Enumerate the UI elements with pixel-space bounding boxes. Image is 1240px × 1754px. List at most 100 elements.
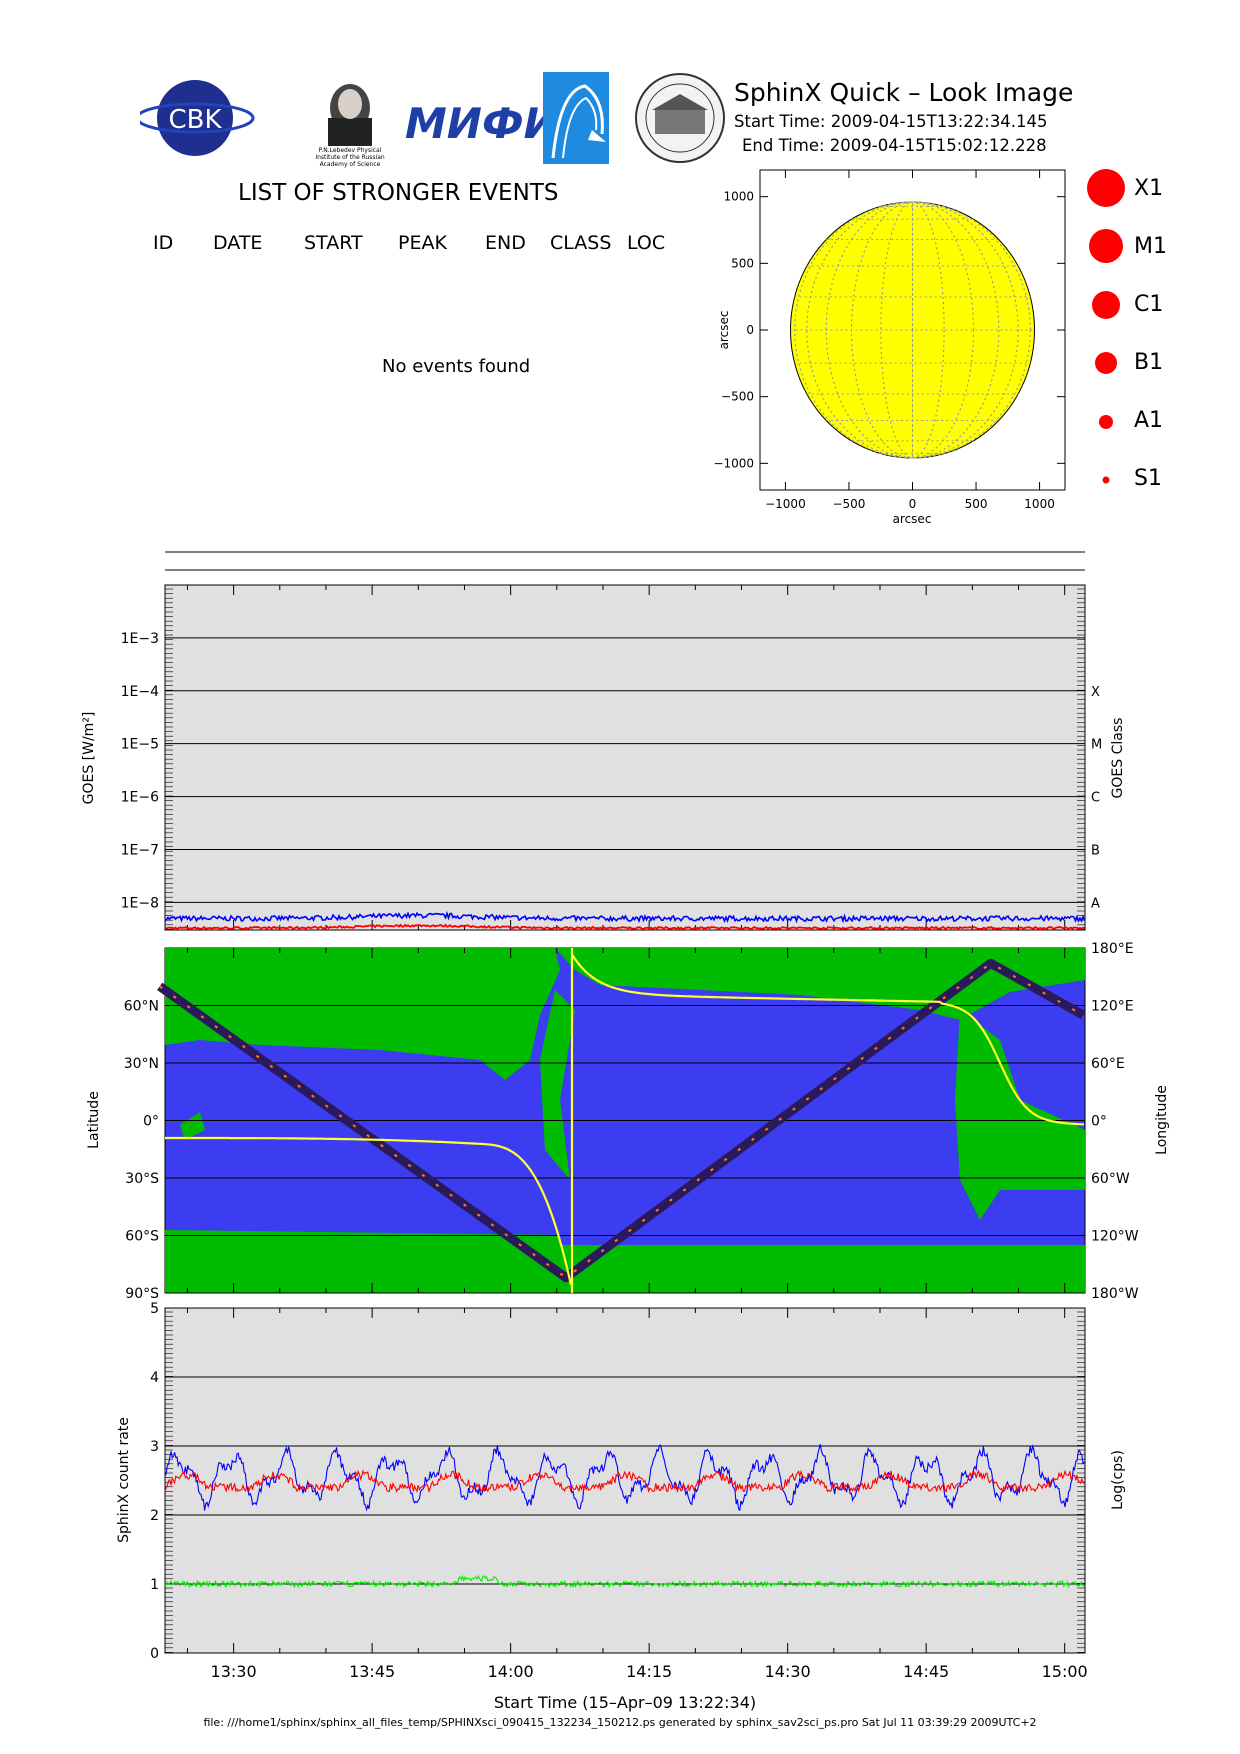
time-tick-label: 13:30 (211, 1662, 257, 1681)
goes-ytick-label: 1E−5 (121, 737, 159, 753)
longitude-line (165, 1136, 573, 1286)
header-logos: CBK P.N.Lebedev Physical Institute of th… (140, 72, 725, 168)
chart-title: SphinX Quick – Look Image (734, 78, 1074, 107)
longitude-tick-label: 0° (1091, 1114, 1107, 1130)
time-tick-label: 15:00 (1042, 1662, 1088, 1681)
land-shape (165, 948, 560, 1080)
latitude-tick-label: 0° (143, 1114, 159, 1130)
latitude-tick-label: 30°S (125, 1171, 159, 1187)
sun-meridian (825, 201, 1000, 459)
legend-label-s1: S1 (1134, 466, 1162, 491)
goes-class-tick: C (1091, 791, 1100, 806)
sun-ylabel: arcsec (717, 311, 731, 350)
goes-ytick-label: 1E−7 (121, 842, 159, 858)
sun-xtick-label: 0 (909, 497, 917, 511)
sphinx-ytick-label: 3 (150, 1439, 159, 1455)
goes-class-tick: M (1091, 738, 1102, 753)
goes-ytick-label: 1E−4 (121, 684, 159, 700)
sun-meridian (850, 201, 975, 459)
sphinx-ytick-label: 4 (150, 1370, 159, 1386)
orbit-panel: 60°N 30°N 0° 30°S 60°S 90°S 180°E 120°E 60°E 0° 60… (86, 941, 1170, 1302)
sphinx-ytick-label: 1 (150, 1577, 159, 1593)
latitude-tick-label: 60°S (125, 1229, 159, 1245)
svg-text:Academy of Science: Academy of Science (320, 161, 381, 168)
goes-class-tick: B (1091, 843, 1100, 858)
sun-xlabel: arcsec (893, 512, 932, 526)
sphinx-panel: 5 4 3 2 1 0 13:30 13:45 14:00 14:15 14:30 14:45 15:0… (116, 1301, 1126, 1712)
no-events-message: No events found (382, 356, 531, 377)
legend-label-a1: A1 (1134, 408, 1164, 433)
sun-ytick-label: 1000 (723, 190, 754, 204)
time-tick-label: 13:45 (349, 1662, 395, 1681)
legend-markers (1087, 169, 1125, 484)
end-time: End Time: 2009-04-15T15:02:12.228 (742, 136, 1047, 155)
land-shape (165, 1245, 1085, 1293)
goes-high-series (164, 911, 1086, 924)
goes-class-tick: X (1091, 685, 1100, 700)
lebedev-institute-logo: P.N.Lebedev Physical Institute of the Ru… (315, 84, 385, 168)
land-shape (540, 990, 575, 1180)
legend-label-m1: M1 (1134, 234, 1167, 259)
sun-ytick-label: 500 (731, 256, 754, 270)
sun-xtick-label: 500 (965, 497, 988, 511)
sun-xtick-label: −500 (832, 497, 865, 511)
legend-marker-s1 (1102, 476, 1110, 484)
sphinx-ytick-label: 5 (150, 1301, 159, 1317)
blue-arc-logo (543, 72, 609, 164)
sun-ytick-label: −1000 (713, 456, 754, 470)
longitude-line (571, 953, 1085, 1126)
latitude-tick-label: 90°S (125, 1286, 159, 1302)
sphinx-blue-series (164, 1444, 1085, 1512)
column-end: END (485, 232, 526, 254)
sun-meridian (794, 201, 1031, 459)
land-shape (555, 948, 1085, 1020)
goes-class-label: GOES Class (1110, 718, 1126, 799)
sun-xtick-label: −1000 (765, 497, 806, 511)
legend-label-x1: X1 (1134, 176, 1164, 201)
goes-low-series (164, 923, 1085, 931)
sphinx-xlabel: Start Time (15–Apr–09 13:22:34) (494, 1693, 756, 1712)
events-title: LIST OF STRONGER EVENTS (238, 180, 559, 206)
sphinx-right-label: Log(cps) (1110, 1450, 1126, 1510)
goes-class-tick: A (1091, 896, 1100, 911)
mifi-logo-text: MИФИ (405, 99, 559, 148)
longitude-tick-label: 180°E (1091, 941, 1134, 957)
latitude-tick-label: 30°N (124, 1056, 159, 1072)
time-tick-label: 14:30 (765, 1662, 811, 1681)
start-time: Start Time: 2009-04-15T13:22:34.145 (734, 112, 1048, 131)
sphinx-ylabel: SphinX count rate (116, 1417, 132, 1543)
svg-text:Institute of the Russian: Institute of the Russian (315, 154, 385, 161)
land-shape (180, 1112, 205, 1140)
goes-ylabel: GOES [W/m²] (81, 712, 97, 805)
cbk-logo-text: CBK (168, 105, 222, 135)
main-panels: 1E−3 1E−4 1E−5 1E−6 1E−7 1E−8 X M C B A GOES [W/m²… (81, 551, 1170, 1712)
column-class: CLASS (550, 232, 612, 254)
footer-caption: file: ///home1/sphinx/sphinx_all_files_t… (203, 1716, 1037, 1729)
legend-label-c1: C1 (1134, 292, 1164, 317)
orbit-track (157, 958, 1086, 1283)
longitude-axis-label: Longitude (1154, 1085, 1170, 1155)
longitude-tick-label: 120°E (1091, 999, 1134, 1015)
sphinx-green-series (164, 1574, 1085, 1589)
goes-ytick-label: 1E−3 (121, 631, 159, 647)
university-seal-logo (635, 73, 725, 163)
sun-ytick-label: 0 (746, 323, 754, 337)
mifi-logo: MИФИ (405, 99, 559, 148)
column-id: ID (153, 232, 174, 254)
legend-label-b1: B1 (1134, 350, 1164, 375)
column-loc: LOC (627, 232, 666, 254)
longitude-tick-label: 60°W (1091, 1171, 1130, 1187)
latitude-axis-label: Latitude (86, 1091, 102, 1149)
legend-marker-m1 (1089, 229, 1123, 263)
land-shape (165, 1230, 560, 1245)
time-tick-label: 14:45 (903, 1662, 949, 1681)
legend-marker-x1 (1087, 169, 1125, 207)
sphinx-ytick-label: 0 (150, 1646, 159, 1662)
goes-ytick-label: 1E−6 (121, 790, 159, 806)
sun-ytick-label: −500 (721, 390, 754, 404)
svg-text:P.N.Lebedev Physical: P.N.Lebedev Physical (319, 147, 382, 154)
legend-marker-a1 (1099, 415, 1113, 429)
time-tick-label: 14:00 (488, 1662, 534, 1681)
longitude-tick-label: 180°W (1091, 1286, 1139, 1302)
longitude-tick-label: 60°E (1091, 1056, 1125, 1072)
